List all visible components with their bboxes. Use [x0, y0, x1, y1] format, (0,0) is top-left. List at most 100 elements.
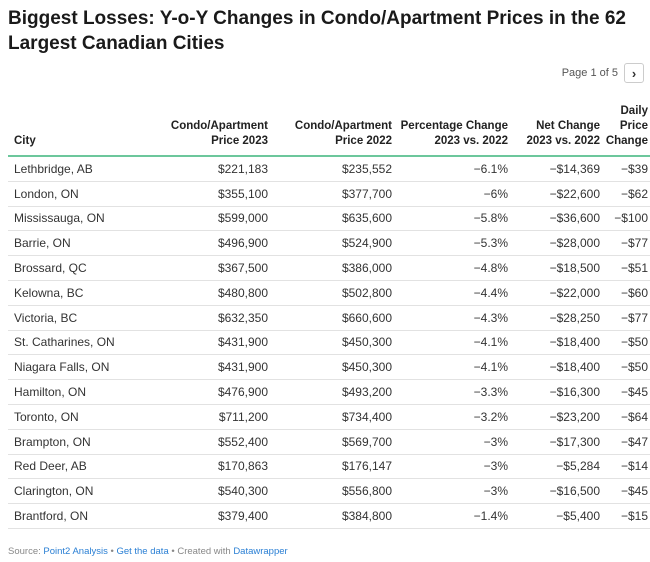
- cell-price-2023: $431,900: [158, 330, 270, 356]
- cell-net-change: −$36,600: [510, 206, 602, 232]
- cell-daily-change: −$60: [602, 280, 650, 306]
- cell-city: Kelowna, BC: [8, 280, 158, 306]
- column-header-daily-change: Daily Price Change: [602, 104, 650, 157]
- cell-price-2022: $450,300: [270, 354, 394, 381]
- cell-price-2023: $480,800: [158, 280, 270, 306]
- cell-pct-change: −5.8%: [394, 206, 510, 232]
- column-header-net-change: Net Change 2023 vs. 2022: [510, 104, 602, 157]
- datawrapper-link[interactable]: Datawrapper: [233, 546, 288, 557]
- cell-daily-change: −$77: [602, 305, 650, 331]
- cell-city: Clarington, ON: [8, 478, 158, 505]
- cell-net-change: −$22,600: [510, 181, 602, 207]
- table-row: London, ON $355,100 $377,700 −6% −$22,600 −$6…: [8, 181, 650, 207]
- cell-net-change: −$28,250: [510, 305, 602, 331]
- cell-net-change: −$22,000: [510, 280, 602, 306]
- data-table: City Condo/Apartment Price 2023 Condo/Apar…: [8, 104, 650, 529]
- cell-daily-change: −$100: [602, 206, 650, 232]
- table-row: Victoria, BC $632,350 $660,600 −4.3% −$28,25…: [8, 305, 650, 331]
- cell-price-2023: $355,100: [158, 181, 270, 207]
- cell-daily-change: −$51: [602, 255, 650, 281]
- footer: Source: Point2 Analysis • Get the data •…: [8, 546, 288, 557]
- cell-pct-change: −3.3%: [394, 379, 510, 405]
- cell-city: Lethbridge, AB: [8, 156, 158, 182]
- cell-pct-change: −3%: [394, 478, 510, 505]
- get-data-link[interactable]: Get the data: [116, 546, 169, 557]
- cell-city: Brantford, ON: [8, 503, 158, 529]
- next-page-button[interactable]: ›: [624, 63, 644, 83]
- table-row: Mississauga, ON $599,000 $635,600 −5.8% −$36…: [8, 206, 650, 232]
- cell-city: Brossard, QC: [8, 255, 158, 281]
- cell-price-2022: $502,800: [270, 280, 394, 306]
- page-indicator: Page 1 of 5: [561, 67, 618, 79]
- cell-net-change: −$18,400: [510, 330, 602, 356]
- cell-price-2022: $660,600: [270, 305, 394, 331]
- table-row: Kelowna, BC $480,800 $502,800 −4.4% −$22,000…: [8, 280, 650, 306]
- column-header-pct-change: Percentage Change 2023 vs. 2022: [394, 104, 510, 157]
- table-row: Toronto, ON $711,200 $734,400 −3.2% −$23,200…: [8, 404, 650, 430]
- cell-pct-change: −3%: [394, 429, 510, 455]
- footer-separator: •: [107, 546, 117, 557]
- cell-net-change: −$23,200: [510, 404, 602, 430]
- cell-price-2023: $711,200: [158, 404, 270, 430]
- cell-pct-change: −4.4%: [394, 280, 510, 306]
- cell-pct-change: −3%: [394, 454, 510, 480]
- cell-price-2023: $540,300: [158, 478, 270, 505]
- cell-price-2022: $569,700: [270, 429, 394, 455]
- table-header-row: City Condo/Apartment Price 2023 Condo/Apar…: [8, 104, 650, 157]
- cell-price-2022: $176,147: [270, 454, 394, 480]
- table-row: Niagara Falls, ON $431,900 $450,300 −4.1% −$…: [8, 354, 650, 381]
- cell-net-change: −$5,284: [510, 454, 602, 480]
- cell-net-change: −$18,400: [510, 354, 602, 381]
- table-row: Lethbridge, AB $221,183 $235,552 −6.1% −$14,…: [8, 156, 650, 182]
- cell-net-change: −$16,500: [510, 478, 602, 505]
- chevron-right-icon: ›: [631, 65, 637, 81]
- table-row: Clarington, ON $540,300 $556,800 −3% −$16,50…: [8, 478, 650, 505]
- cell-city: St. Catharines, ON: [8, 330, 158, 356]
- cell-price-2022: $556,800: [270, 478, 394, 505]
- cell-net-change: −$16,300: [510, 379, 602, 405]
- cell-net-change: −$28,000: [510, 230, 602, 257]
- column-header-city: City: [8, 104, 158, 157]
- cell-price-2023: $476,900: [158, 379, 270, 405]
- cell-net-change: −$18,500: [510, 255, 602, 281]
- cell-pct-change: −4.8%: [394, 255, 510, 281]
- page-title: Biggest Losses: Y-o-Y Changes in Condo/A…: [8, 8, 626, 54]
- cell-pct-change: −6%: [394, 181, 510, 207]
- cell-daily-change: −$50: [602, 330, 650, 356]
- source-link[interactable]: Point2 Analysis: [43, 546, 108, 557]
- cell-net-change: −$17,300: [510, 429, 602, 455]
- cell-city: Toronto, ON: [8, 404, 158, 430]
- cell-price-2022: $450,300: [270, 330, 394, 356]
- cell-price-2023: $170,863: [158, 454, 270, 480]
- cell-net-change: −$5,400: [510, 503, 602, 529]
- table-row: Hamilton, ON $476,900 $493,200 −3.3% −$16,30…: [8, 379, 650, 405]
- cell-pct-change: −4.1%: [394, 354, 510, 381]
- table-row: Red Deer, AB $170,863 $176,147 −3% −$5,284 −$…: [8, 454, 650, 480]
- table-row: St. Catharines, ON $431,900 $450,300 −4.1% −…: [8, 330, 650, 356]
- cell-daily-change: −$64: [602, 404, 650, 430]
- table-row: Brantford, ON $379,400 $384,800 −1.4% −$5,40…: [8, 503, 650, 529]
- cell-price-2022: $384,800: [270, 503, 394, 529]
- column-header-price-2023: Condo/Apartment Price 2023: [158, 104, 270, 157]
- cell-pct-change: −1.4%: [394, 503, 510, 529]
- table-row: Barrie, ON $496,900 $524,900 −5.3% −$28,000−…: [8, 230, 650, 257]
- cell-daily-change: −$77: [602, 230, 650, 257]
- cell-price-2023: $221,183: [158, 156, 270, 182]
- cell-price-2023: $431,900: [158, 354, 270, 381]
- cell-price-2023: $379,400: [158, 503, 270, 529]
- cell-city: London, ON: [8, 181, 158, 207]
- cell-price-2022: $524,900: [270, 230, 394, 257]
- cell-price-2022: $377,700: [270, 181, 394, 207]
- cell-pct-change: −5.3%: [394, 230, 510, 257]
- table-row: Brampton, ON $552,400 $569,700 −3% −$17,300−…: [8, 429, 650, 455]
- cell-price-2023: $599,000: [158, 206, 270, 232]
- cell-daily-change: −$45: [602, 379, 650, 405]
- cell-city: Barrie, ON: [8, 230, 158, 257]
- table-row: Brossard, QC $367,500 $386,000 −4.8% −$18,50…: [8, 255, 650, 281]
- pagination: Page 1 of 5 ›: [562, 62, 644, 84]
- cell-net-change: −$14,369: [510, 156, 602, 182]
- cell-city: Hamilton, ON: [8, 379, 158, 405]
- cell-daily-change: −$62: [602, 181, 650, 207]
- cell-pct-change: −4.1%: [394, 330, 510, 356]
- cell-price-2023: $632,350: [158, 305, 270, 331]
